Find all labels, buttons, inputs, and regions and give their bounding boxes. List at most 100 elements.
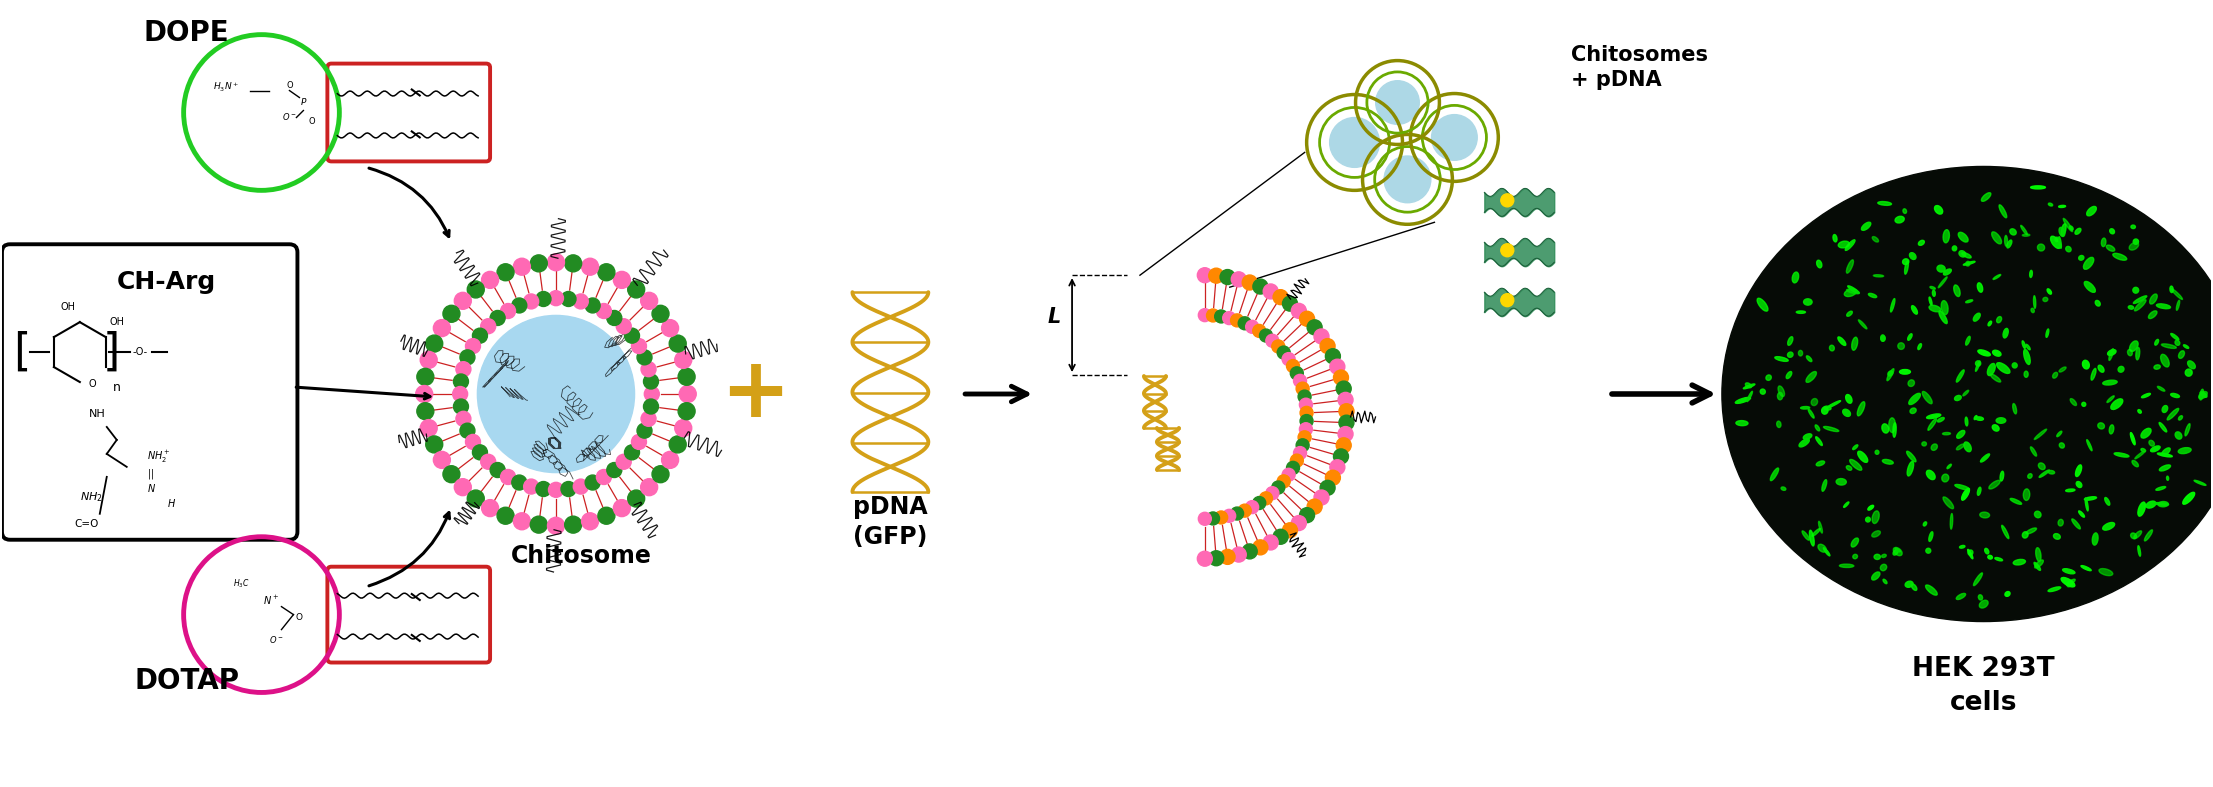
Ellipse shape: [1859, 320, 1868, 329]
Ellipse shape: [1903, 259, 1910, 264]
Ellipse shape: [1941, 474, 1950, 482]
Ellipse shape: [1974, 313, 1981, 321]
Text: $||$: $||$: [146, 467, 155, 482]
Ellipse shape: [2102, 238, 2107, 246]
Ellipse shape: [2184, 423, 2191, 436]
Ellipse shape: [1974, 573, 1983, 586]
Circle shape: [1290, 454, 1303, 467]
Ellipse shape: [2034, 429, 2047, 439]
Ellipse shape: [2153, 503, 2169, 505]
Ellipse shape: [2133, 239, 2138, 244]
Circle shape: [1272, 290, 1288, 305]
Ellipse shape: [2200, 391, 2206, 399]
Ellipse shape: [1943, 497, 1954, 508]
Ellipse shape: [2029, 271, 2032, 278]
Ellipse shape: [2078, 256, 2085, 260]
Ellipse shape: [2009, 229, 2016, 235]
Ellipse shape: [2133, 530, 2142, 538]
Circle shape: [613, 272, 631, 288]
Ellipse shape: [2058, 227, 2065, 237]
Circle shape: [1230, 314, 1244, 327]
Text: NH: NH: [89, 409, 106, 419]
Circle shape: [631, 434, 646, 449]
Ellipse shape: [2020, 225, 2027, 235]
Circle shape: [511, 475, 527, 490]
Ellipse shape: [1934, 205, 1943, 214]
Circle shape: [1330, 359, 1346, 374]
Circle shape: [1208, 551, 1224, 566]
Circle shape: [1241, 275, 1257, 290]
Text: L: L: [1047, 307, 1060, 327]
Circle shape: [498, 264, 513, 281]
Circle shape: [679, 386, 697, 402]
Ellipse shape: [2107, 349, 2116, 356]
Circle shape: [454, 399, 469, 414]
Ellipse shape: [2009, 498, 2023, 504]
Ellipse shape: [2043, 297, 2047, 301]
Ellipse shape: [1996, 418, 2005, 423]
Ellipse shape: [2049, 203, 2054, 206]
Circle shape: [467, 281, 485, 298]
Text: n: n: [113, 380, 122, 394]
Ellipse shape: [1963, 390, 1970, 396]
Circle shape: [1224, 312, 1235, 324]
Circle shape: [606, 311, 622, 326]
Ellipse shape: [2049, 471, 2054, 474]
Ellipse shape: [1744, 384, 1755, 389]
Circle shape: [668, 436, 686, 453]
Ellipse shape: [1943, 230, 1950, 243]
Ellipse shape: [1905, 260, 1908, 274]
Circle shape: [631, 338, 646, 353]
Ellipse shape: [1894, 549, 1901, 552]
Circle shape: [573, 479, 589, 494]
Circle shape: [1253, 279, 1268, 294]
Ellipse shape: [1919, 240, 1925, 246]
Ellipse shape: [1910, 408, 1916, 413]
Ellipse shape: [1819, 521, 1824, 533]
Ellipse shape: [1978, 600, 1987, 608]
Ellipse shape: [2005, 235, 2007, 246]
Circle shape: [582, 513, 598, 530]
Ellipse shape: [2060, 443, 2065, 448]
Ellipse shape: [2105, 497, 2109, 505]
Ellipse shape: [1932, 444, 1936, 450]
Ellipse shape: [1956, 593, 1965, 600]
Circle shape: [1230, 507, 1244, 520]
Ellipse shape: [2155, 339, 2158, 345]
Circle shape: [595, 304, 611, 319]
Circle shape: [498, 508, 513, 524]
Ellipse shape: [2118, 367, 2124, 372]
Ellipse shape: [2175, 340, 2180, 345]
Ellipse shape: [2051, 236, 2060, 249]
Circle shape: [1266, 334, 1279, 347]
Ellipse shape: [2129, 341, 2138, 352]
Ellipse shape: [2109, 229, 2113, 234]
Circle shape: [416, 403, 434, 419]
Ellipse shape: [2001, 525, 2009, 538]
Circle shape: [595, 470, 611, 485]
Ellipse shape: [2138, 545, 2140, 556]
Ellipse shape: [1735, 397, 1750, 404]
Circle shape: [1246, 501, 1259, 514]
Circle shape: [598, 264, 615, 281]
Ellipse shape: [2032, 309, 2034, 312]
Circle shape: [624, 328, 640, 343]
Circle shape: [1197, 551, 1213, 566]
Ellipse shape: [1777, 386, 1784, 397]
Circle shape: [524, 294, 538, 309]
FancyBboxPatch shape: [328, 64, 489, 161]
Ellipse shape: [2138, 409, 2142, 413]
Ellipse shape: [2001, 471, 2003, 481]
Ellipse shape: [1824, 427, 1839, 431]
Ellipse shape: [2067, 579, 2076, 586]
Ellipse shape: [2071, 519, 2080, 529]
Circle shape: [1215, 310, 1228, 323]
Circle shape: [549, 290, 564, 305]
Circle shape: [1281, 468, 1295, 482]
Circle shape: [662, 320, 679, 337]
Ellipse shape: [1905, 581, 1912, 587]
Circle shape: [1230, 547, 1246, 562]
Circle shape: [1239, 504, 1250, 517]
Circle shape: [640, 292, 657, 309]
Ellipse shape: [1852, 554, 1857, 559]
